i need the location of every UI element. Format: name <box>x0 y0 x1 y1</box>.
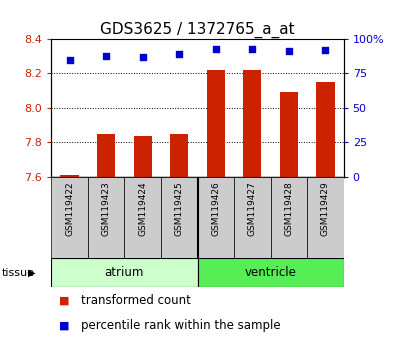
Bar <box>51 258 198 287</box>
Text: tissue: tissue <box>2 268 35 278</box>
Bar <box>198 258 344 287</box>
Bar <box>207 70 225 177</box>
Text: GSM119429: GSM119429 <box>321 181 330 236</box>
Point <box>103 53 109 58</box>
Bar <box>234 177 271 258</box>
Point <box>322 47 329 53</box>
Bar <box>134 136 152 177</box>
Point <box>139 54 146 60</box>
Text: ■: ■ <box>59 321 70 331</box>
Bar <box>124 177 161 258</box>
Bar <box>316 82 335 177</box>
Bar <box>97 134 115 177</box>
Text: transformed count: transformed count <box>81 295 191 307</box>
Bar <box>161 177 198 258</box>
Bar <box>51 177 88 258</box>
Bar <box>271 177 307 258</box>
Bar <box>88 177 124 258</box>
Text: GSM119423: GSM119423 <box>102 181 111 236</box>
Bar <box>280 92 298 177</box>
Text: ■: ■ <box>59 296 70 306</box>
Text: GSM119426: GSM119426 <box>211 181 220 236</box>
Text: atrium: atrium <box>105 266 144 279</box>
Text: ventricle: ventricle <box>245 266 297 279</box>
Bar <box>60 175 79 177</box>
Text: GSM119424: GSM119424 <box>138 181 147 236</box>
Point <box>213 46 219 51</box>
Bar <box>243 70 261 177</box>
Text: GSM119422: GSM119422 <box>65 181 74 236</box>
Text: percentile rank within the sample: percentile rank within the sample <box>81 319 280 332</box>
Point <box>286 48 292 54</box>
Bar <box>170 134 188 177</box>
Point <box>66 57 73 62</box>
Text: GSM119427: GSM119427 <box>248 181 257 236</box>
Point <box>176 51 182 57</box>
Bar <box>307 177 344 258</box>
Text: ▶: ▶ <box>28 268 36 278</box>
Bar <box>198 177 234 258</box>
Point <box>249 46 256 51</box>
Text: GSM119425: GSM119425 <box>175 181 184 236</box>
Text: GSM119428: GSM119428 <box>284 181 293 236</box>
Title: GDS3625 / 1372765_a_at: GDS3625 / 1372765_a_at <box>100 21 295 38</box>
